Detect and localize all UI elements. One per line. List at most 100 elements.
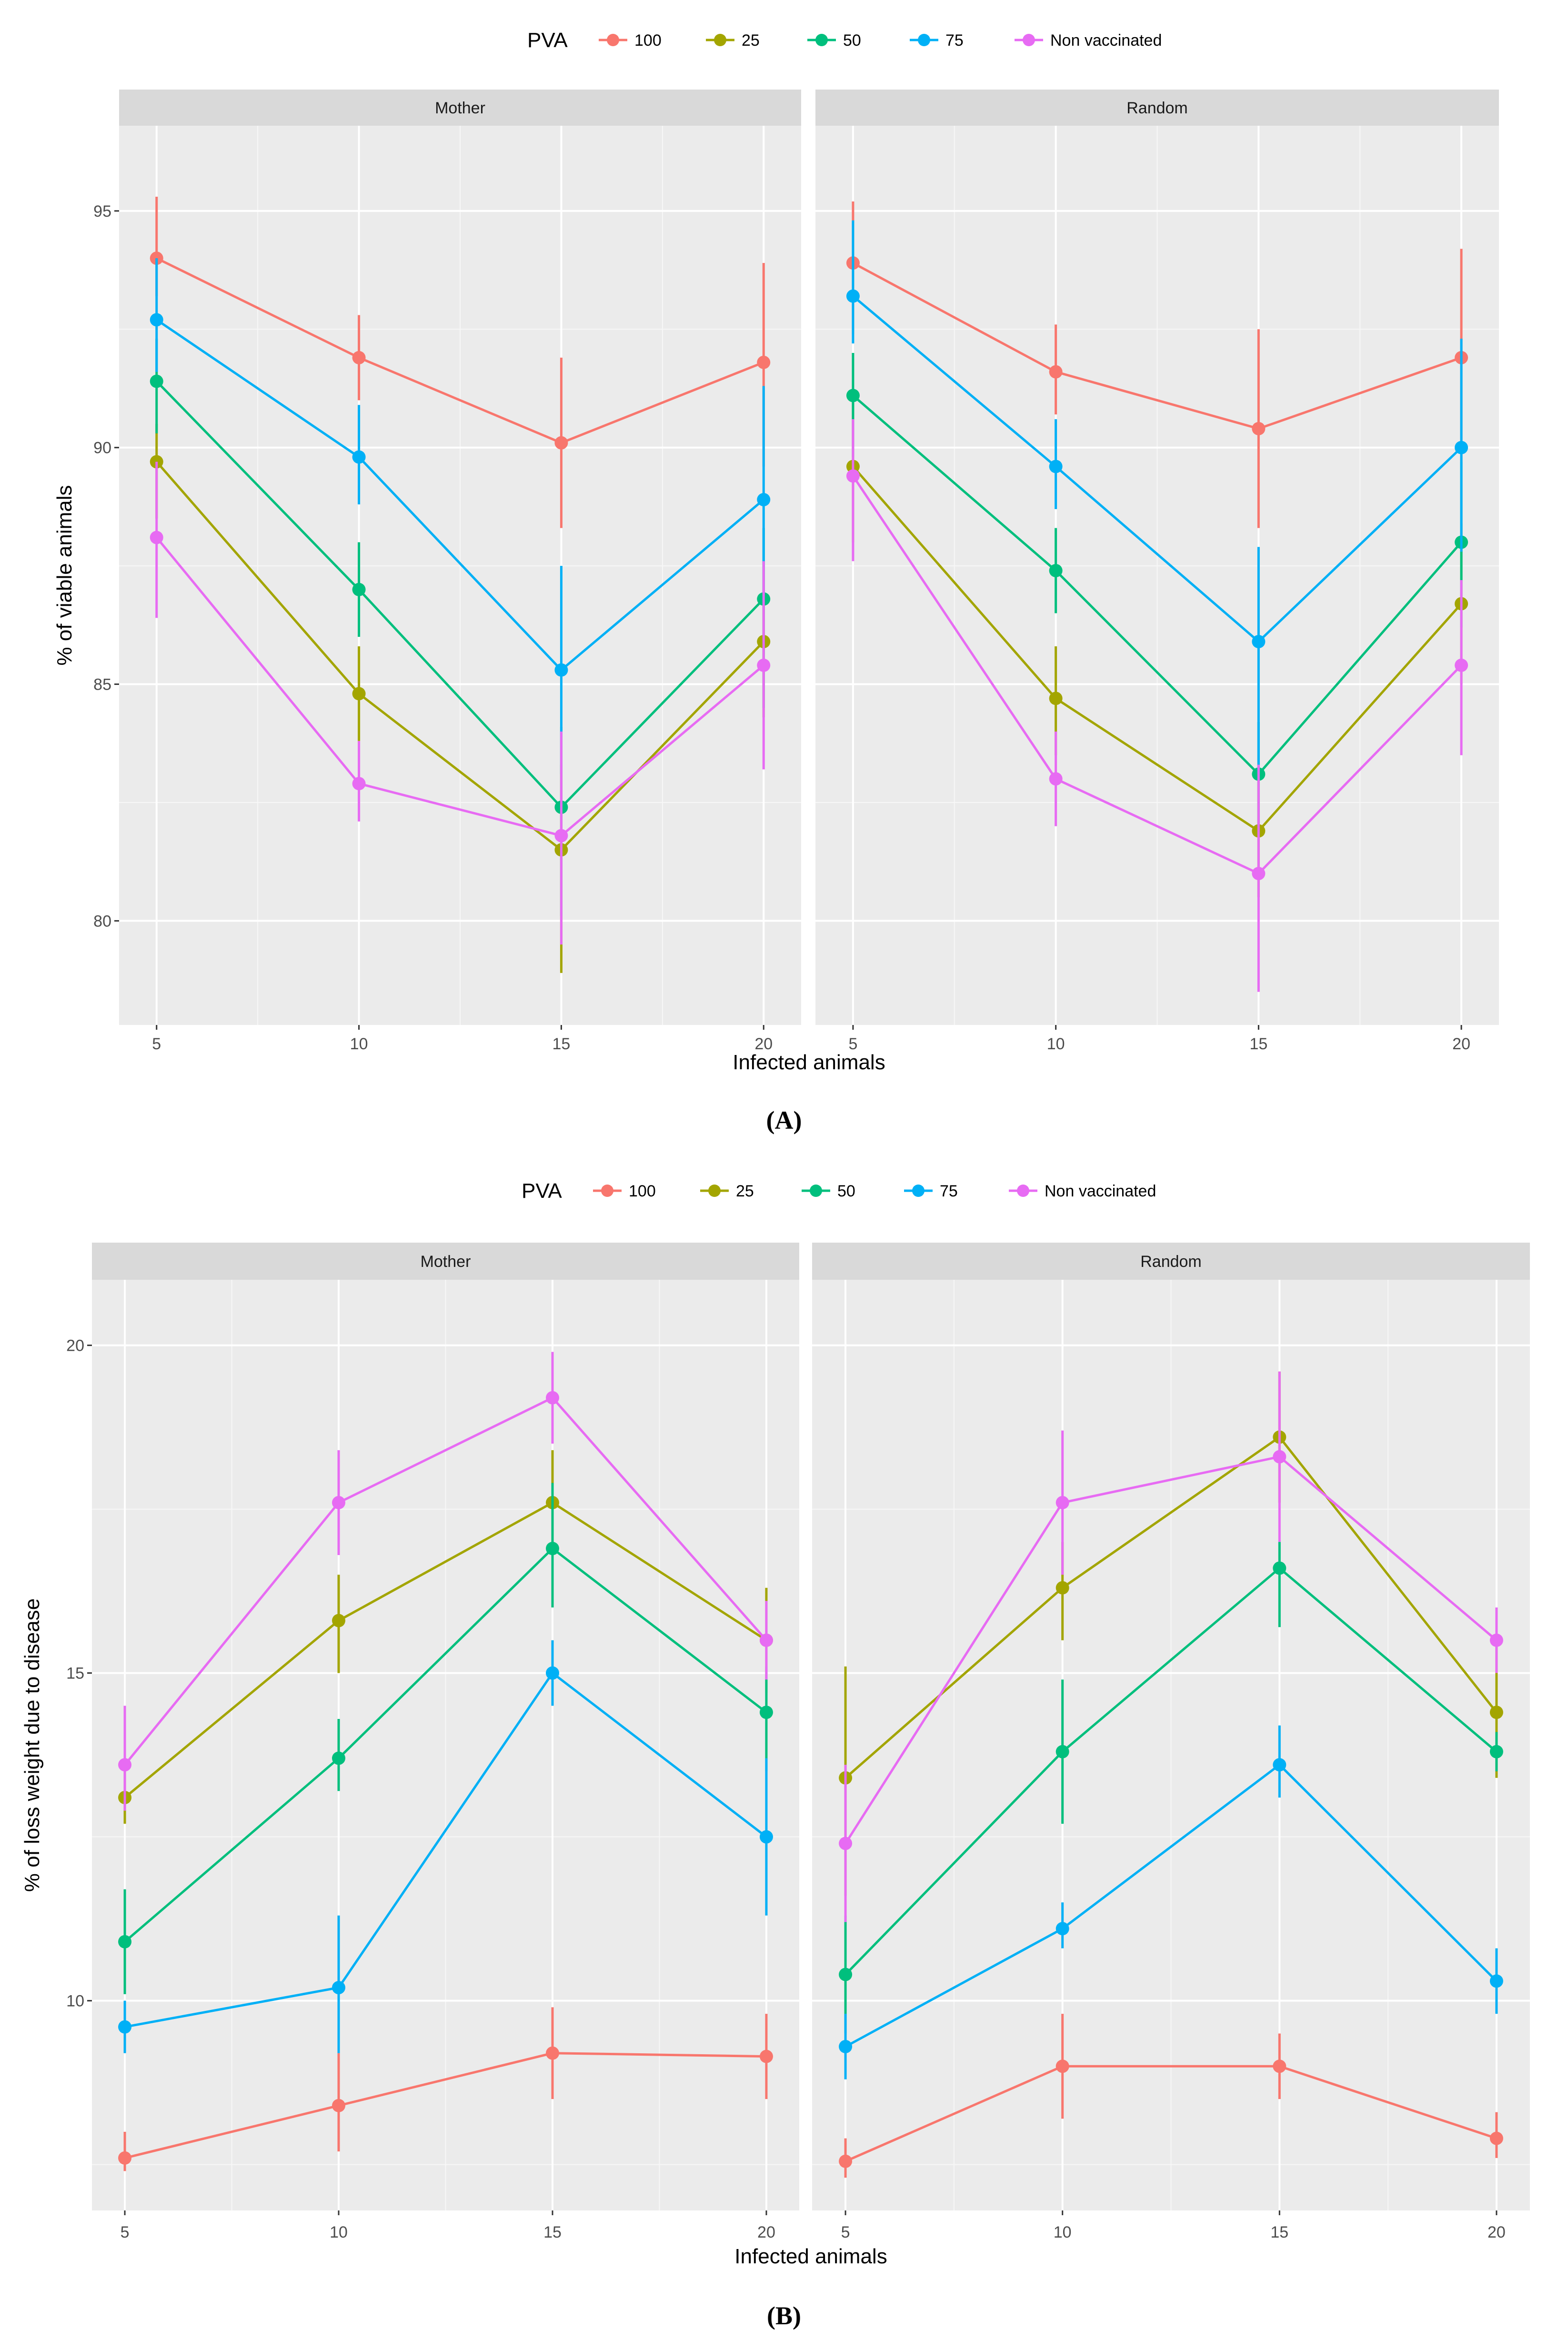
x-tick-label: 20 (757, 2223, 775, 2241)
x-tick-label: 5 (841, 2223, 850, 2241)
y-tick-label: 20 (66, 1337, 84, 1355)
legend-label: Non vaccinated (1050, 31, 1162, 50)
facet-strip (119, 90, 801, 126)
data-point (1055, 1496, 1069, 1509)
series-line (156, 319, 764, 672)
series-75 (118, 1640, 773, 2053)
data-point (1252, 867, 1266, 881)
series-100 (839, 2014, 1503, 2178)
legend-key-point (912, 1185, 925, 1197)
facet-strip (812, 1243, 1530, 1280)
data-point (1252, 422, 1266, 435)
facet-panel-mother: Mother 10 15 20 5 10 15 20 (66, 1243, 799, 2241)
legend-label: 75 (945, 31, 964, 50)
data-point (352, 450, 366, 464)
series-line (852, 394, 1462, 775)
series-line (124, 1501, 767, 1799)
data-point (545, 1542, 559, 1556)
data-point (332, 1981, 346, 1995)
data-point (1273, 1561, 1287, 1575)
y-tick-label: 85 (93, 676, 111, 694)
series-line (844, 1436, 1498, 1779)
legend-key-point (714, 34, 726, 46)
data-point (757, 355, 771, 369)
data-point (545, 1666, 559, 1680)
facet-strip (92, 1243, 799, 1280)
data-point (1273, 2059, 1287, 2073)
data-point (757, 493, 771, 507)
data-point (352, 351, 366, 364)
legend: PVA 100 25 50 75 Non vaccinated (527, 29, 1162, 52)
legend-key-25: 25 (706, 31, 760, 50)
x-tick-label: 10 (1054, 2223, 1072, 2241)
legend-label: 50 (843, 31, 861, 50)
data-point (757, 658, 771, 672)
chart-a: PVA 100 25 50 75 Non vaccinated Mother 80 85 90 95… (53, 29, 1499, 1135)
series-line (156, 257, 764, 444)
data-point (150, 531, 163, 544)
legend-key-point (708, 1185, 721, 1197)
series-line (155, 461, 764, 851)
legend-key-point (1023, 34, 1035, 46)
data-point (118, 1935, 132, 1948)
y-axis-label: % of viable animals (53, 485, 76, 665)
y-tick-label: 10 (66, 1992, 84, 2010)
data-point (759, 1830, 773, 1844)
series-line (844, 1456, 1498, 1844)
data-point (839, 2039, 853, 2053)
data-point (1273, 1450, 1287, 1464)
x-tick-label: 10 (330, 2223, 348, 2241)
data-point (1049, 460, 1063, 473)
data-point (846, 469, 860, 483)
data-point (352, 582, 366, 596)
data-point (1489, 1745, 1503, 1758)
data-point (839, 1837, 853, 1850)
legend: PVA 100 25 50 75 Non vaccinated (522, 1179, 1156, 1203)
facet-strip-label: Mother (421, 1253, 471, 1271)
y-axis-label: % of loss weight due to disease (20, 1598, 44, 1892)
legend-key-non-vaccinated: Non vaccinated (1009, 1182, 1156, 1200)
legend-key-75: 75 (910, 31, 964, 50)
legend-key-point (918, 34, 930, 46)
legend-key-25: 25 (700, 1182, 754, 1200)
data-point (1055, 1745, 1069, 1758)
legend-label: Non vaccinated (1045, 1182, 1156, 1200)
x-tick-label: 15 (552, 1035, 570, 1053)
x-tick-label: 5 (152, 1035, 161, 1053)
x-tick-label: 10 (1047, 1035, 1065, 1053)
data-point (1273, 1758, 1287, 1772)
series-line (156, 380, 764, 809)
legend-key-point (815, 34, 828, 46)
series-75 (846, 220, 1468, 774)
legend-title: PVA (522, 1179, 562, 1203)
series-line (844, 1763, 1498, 2048)
legend-title: PVA (527, 29, 568, 52)
legend-key-50: 50 (807, 31, 861, 50)
series-line (124, 2052, 766, 2159)
legend-key-100: 100 (599, 31, 662, 50)
x-tick-label: 20 (1488, 2223, 1506, 2241)
series-100 (118, 2007, 773, 2171)
series-line (155, 536, 764, 837)
legend-key-point (810, 1185, 822, 1197)
series-line (852, 261, 1462, 430)
series-50 (839, 1542, 1503, 2034)
data-point (1049, 772, 1063, 786)
x-tick-label: 15 (1270, 2223, 1288, 2241)
legend-key-75: 75 (904, 1182, 958, 1200)
data-point (1489, 1633, 1503, 1647)
data-point (332, 2099, 346, 2112)
legend-key-non-vaccinated: Non vaccinated (1015, 31, 1162, 50)
series-line (124, 1547, 767, 1943)
y-tick-label: 15 (66, 1665, 84, 1683)
data-point (1049, 692, 1063, 705)
x-axis-label: Infected animals (733, 1051, 885, 1074)
legend-key-100: 100 (593, 1182, 656, 1200)
series-50 (118, 1483, 773, 1994)
legend-key-point (601, 1185, 613, 1197)
data-point (1489, 2131, 1503, 2145)
x-tick-label: 5 (848, 1035, 857, 1053)
data-point (118, 2020, 132, 2034)
data-point (150, 374, 163, 388)
series-line (124, 1396, 767, 1766)
